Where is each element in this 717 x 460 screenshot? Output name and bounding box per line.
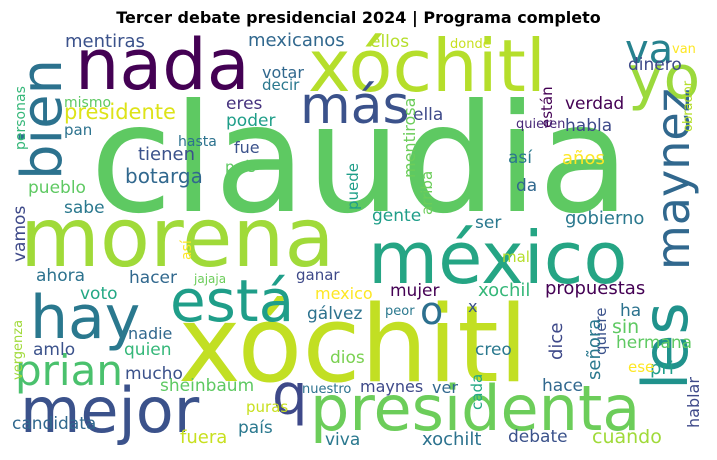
cloud-word: mujer xyxy=(390,281,440,301)
cloud-word: verdad xyxy=(565,94,625,114)
word-cloud: claudia morena xóchitl méxico nada xóchitl pre… xyxy=(10,30,707,454)
cloud-word: hace xyxy=(542,376,583,396)
cloud-word: ella xyxy=(413,105,444,125)
cloud-word: jajaja xyxy=(194,272,227,286)
cloud-word: país xyxy=(225,158,256,176)
cloud-word: ahora xyxy=(36,266,85,286)
cloud-word: van xyxy=(672,42,696,57)
cloud-word: sheinbaum xyxy=(160,376,255,396)
cloud-word: así xyxy=(508,148,532,168)
cloud-word: mexico xyxy=(315,284,373,303)
cloud-word: ganar xyxy=(296,266,340,284)
cloud-word: señora xyxy=(584,318,605,380)
cloud-word: q xyxy=(272,363,308,428)
cloud-word: méxico xyxy=(368,216,628,300)
cloud-word: decir xyxy=(262,76,300,94)
cloud-word: vergenza xyxy=(11,319,26,380)
cloud-word: sin xyxy=(612,316,640,338)
cloud-word: puras xyxy=(246,398,289,416)
cloud-word: pan xyxy=(64,121,93,139)
cloud-word: tienen xyxy=(138,144,196,165)
cloud-word: o xyxy=(420,289,444,333)
cloud-word: hasta xyxy=(178,134,217,150)
cloud-word: dinero xyxy=(628,55,682,75)
cloud-word: puede xyxy=(344,162,362,210)
cloud-word: hacer xyxy=(129,268,177,288)
cloud-word: claudia xyxy=(90,73,630,247)
cloud-word: mejor xyxy=(20,374,200,447)
cloud-word: quieren xyxy=(516,117,566,132)
cloud-word: debate xyxy=(508,427,568,447)
cloud-word: más xyxy=(300,76,410,136)
cloud-word: cada xyxy=(468,373,486,410)
cloud-word: x xyxy=(468,297,478,316)
cloud-word: ellos xyxy=(370,32,410,52)
cloud-word: país xyxy=(238,418,273,438)
cloud-word: ese xyxy=(628,358,655,376)
cloud-word: donde xyxy=(450,37,491,52)
cloud-word: ser xyxy=(475,213,502,233)
cloud-word: xóchitl xyxy=(308,30,546,108)
cloud-word: gálvez xyxy=(307,304,363,324)
cloud-word: yo xyxy=(628,43,701,113)
cloud-word: creo xyxy=(475,340,512,360)
cloud-word: dios xyxy=(330,348,365,368)
cloud-word: mexicanos xyxy=(248,30,345,51)
cloud-word: voto xyxy=(80,284,118,304)
cloud-word: va xyxy=(625,30,674,73)
cloud-word: hermana xyxy=(616,333,693,353)
cloud-word: votar xyxy=(262,63,304,82)
cloud-word: años xyxy=(562,148,605,169)
cloud-word: mal xyxy=(502,248,530,266)
cloud-word: xochilt xyxy=(422,429,482,450)
cloud-word: nadie xyxy=(128,324,173,343)
page-title: Tercer debate presidencial 2024 | Progra… xyxy=(116,8,601,27)
cloud-word: personas xyxy=(13,86,29,150)
cloud-word: gobierno xyxy=(565,208,645,229)
cloud-word: pri xyxy=(650,358,674,379)
cloud-word: pueblo xyxy=(28,178,86,198)
cloud-word: amlo xyxy=(33,340,76,360)
cloud-word: viva xyxy=(325,430,361,450)
cloud-word: candidata xyxy=(12,414,97,434)
cloud-word: poder xyxy=(226,111,276,131)
cloud-word: peor xyxy=(385,304,415,319)
cloud-word: hablar xyxy=(684,377,703,428)
cloud-word: botarga xyxy=(125,164,203,188)
cloud-word: prian xyxy=(15,346,123,395)
cloud-word: vamos xyxy=(10,205,30,262)
cloud-word: hay xyxy=(30,283,141,353)
cloud-word: presidenta xyxy=(310,372,641,445)
cloud-word: mismo xyxy=(64,95,112,111)
cloud-word: sabe xyxy=(64,198,105,218)
cloud-word: dice xyxy=(546,322,567,360)
cloud-word: morena xyxy=(20,191,335,286)
cloud-word: eres xyxy=(226,94,263,114)
cloud-word: maynes xyxy=(360,377,424,396)
cloud-word: fue xyxy=(234,138,260,157)
cloud-word: mucho xyxy=(125,364,183,384)
cloud-word: fuera xyxy=(180,427,228,448)
cloud-word: presidente xyxy=(64,100,176,124)
cloud-word: ha xyxy=(620,301,642,321)
cloud-word: habla xyxy=(565,116,613,136)
cloud-word: está xyxy=(170,267,295,335)
cloud-word: xochil xyxy=(478,280,531,301)
cloud-word: ver xyxy=(432,378,458,397)
cloud-word: da xyxy=(516,176,538,196)
cloud-word: obrador xyxy=(681,80,696,132)
cloud-word: gente xyxy=(372,206,422,226)
cloud-word: así xyxy=(179,240,195,260)
cloud-word: propuestas xyxy=(545,278,646,299)
cloud-word: mentirosa xyxy=(400,97,419,178)
cloud-word: nada xyxy=(75,30,250,106)
cloud-word: quien xyxy=(124,340,172,360)
cloud-word: mentiras xyxy=(65,31,145,52)
cloud-word: arriba xyxy=(418,170,436,215)
cloud-word: cuando xyxy=(592,426,662,448)
cloud-word: nuestro xyxy=(302,382,352,397)
cloud-word: xóchitl xyxy=(178,283,529,406)
